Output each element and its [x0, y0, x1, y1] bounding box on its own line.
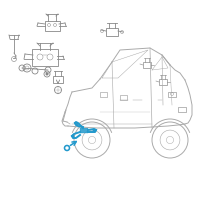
- Circle shape: [72, 134, 74, 138]
- Circle shape: [46, 72, 48, 75]
- Circle shape: [92, 129, 96, 132]
- FancyBboxPatch shape: [80, 128, 88, 133]
- Circle shape: [76, 122, 78, 126]
